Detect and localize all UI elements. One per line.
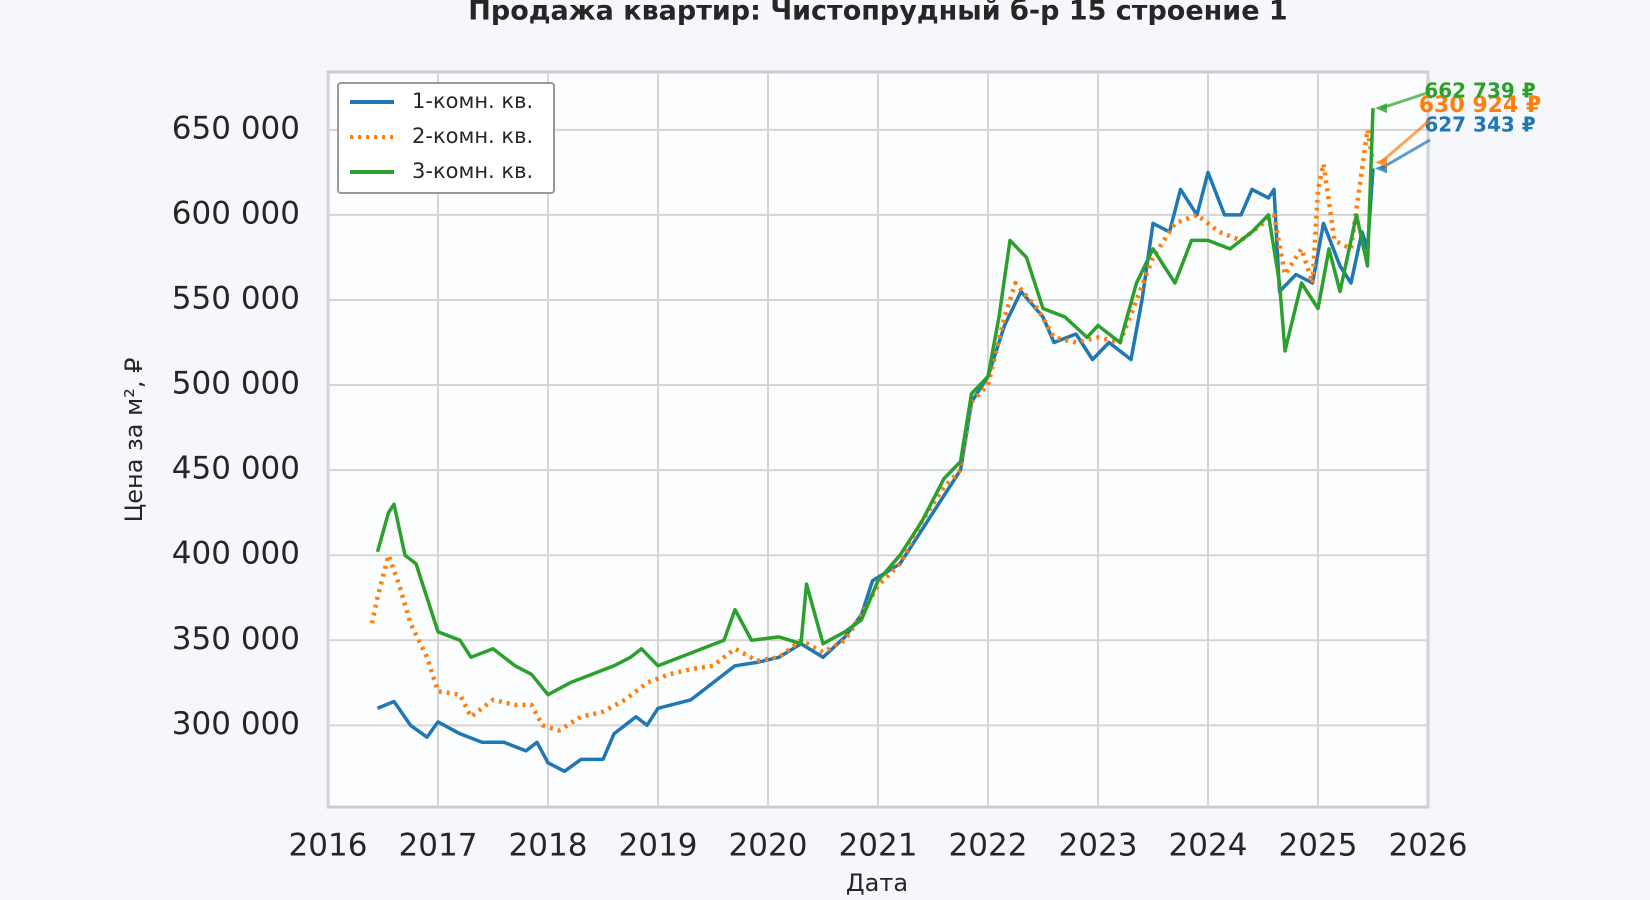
y-tick-label: 400 000 — [172, 536, 300, 572]
series-line — [375, 108, 1375, 697]
y-axis-label: Цена за м², ₽ — [120, 358, 148, 523]
x-tick-label: 2022 — [949, 828, 1028, 864]
x-tick-label: 2023 — [1059, 828, 1138, 864]
x-tick-label: 2025 — [1279, 828, 1358, 864]
y-tick-label: 450 000 — [172, 451, 300, 487]
annotation-arrow — [1380, 138, 1431, 170]
y-tick-label: 650 000 — [172, 110, 300, 146]
x-tick-label: 2019 — [619, 828, 698, 864]
y-tick-label: 550 000 — [172, 280, 300, 316]
legend: 1-комн. кв. 2-комн. кв. 3-комн. кв. — [337, 82, 555, 194]
series-line — [376, 168, 1375, 774]
series-line — [369, 127, 1376, 733]
x-tick-label: 2016 — [289, 828, 368, 864]
x-tick-label: 2018 — [509, 828, 588, 864]
x-tick-label: 2020 — [729, 828, 808, 864]
x-tick-label: 2024 — [1169, 828, 1248, 864]
y-tick-label: 300 000 — [172, 706, 300, 742]
annotation-label: 627 343 ₽ — [1424, 113, 1535, 137]
legend-label: 1-комн. кв. — [412, 89, 533, 113]
legend-label: 3-комн. кв. — [412, 159, 533, 183]
y-tick-label: 350 000 — [172, 621, 300, 657]
x-tick-label: 2017 — [399, 828, 478, 864]
x-tick-label: 2021 — [839, 828, 918, 864]
y-tick-label: 500 000 — [172, 366, 300, 402]
annotation-label: 630 924 ₽ — [1419, 93, 1541, 118]
x-tick-label: 2026 — [1389, 828, 1468, 864]
arrow-head — [1375, 103, 1387, 114]
x-axis-label: Дата — [846, 869, 908, 897]
annotation-label: 662 739 ₽ — [1424, 79, 1535, 103]
y-tick-label: 600 000 — [172, 195, 300, 231]
annotation-arrow — [1380, 90, 1431, 110]
chart-title: Продажа квартир: Чистопрудный б-р 15 стр… — [468, 0, 1287, 27]
legend-label: 2-комн. кв. — [412, 124, 533, 148]
arrow-head — [1375, 157, 1387, 168]
annotation-arrow — [1380, 118, 1431, 164]
legend-box — [337, 82, 555, 194]
